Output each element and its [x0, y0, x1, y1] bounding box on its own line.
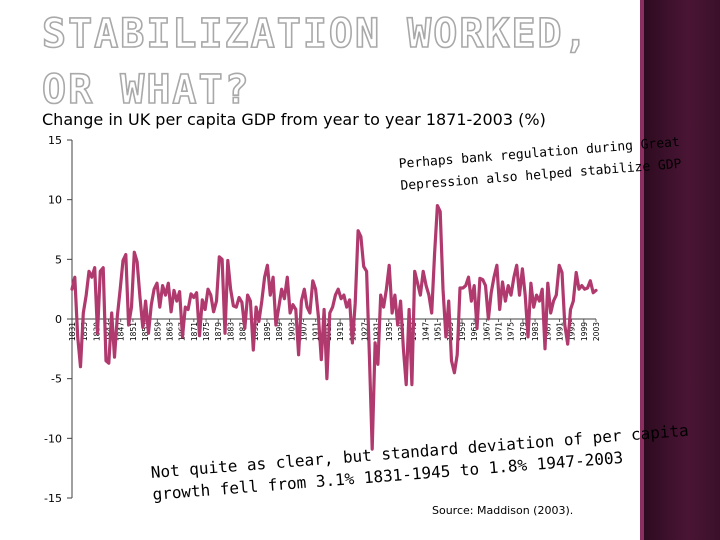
x-tick-label: 1895	[263, 322, 272, 341]
y-tick-label: 10	[48, 194, 62, 207]
chart-title: Change in UK per capita GDP from year to…	[42, 110, 546, 129]
x-tick-label: 1911	[312, 322, 321, 341]
x-tick-label: 1879	[214, 322, 223, 341]
x-tick-label: 1975	[507, 322, 516, 341]
x-tick-label: 1983	[531, 322, 540, 341]
x-tick-label: 1935	[385, 322, 394, 341]
x-tick-label: 1903	[287, 322, 296, 341]
x-tick-label: 1835	[80, 322, 89, 341]
x-tick-label: 1951	[434, 322, 443, 341]
y-tick-label: -10	[44, 432, 62, 445]
x-tick-label: 1851	[129, 322, 138, 341]
decorative-stripe	[640, 0, 644, 540]
decorative-side-band	[640, 0, 720, 540]
y-tick-label: 0	[55, 313, 62, 326]
x-tick-label: 1947	[421, 322, 430, 341]
x-tick-label: 1859	[153, 322, 162, 341]
x-tick-label: 1931	[373, 322, 382, 341]
x-tick-label: 1999	[580, 322, 589, 341]
x-tick-label: 2003	[592, 322, 601, 341]
x-tick-label: 1959	[458, 322, 467, 341]
y-tick-label: -5	[51, 373, 62, 386]
series-line-uk-gdp-growth	[70, 204, 598, 451]
x-tick-label: 1967	[482, 322, 491, 341]
x-tick-label: 1871	[190, 322, 199, 341]
y-tick-label: 15	[48, 134, 62, 147]
x-tick-label: 1919	[336, 322, 345, 341]
x-tick-label: 1907	[300, 322, 309, 341]
x-tick-label: 1883	[226, 322, 235, 341]
x-tick-label: 1963	[470, 322, 479, 341]
x-tick-label: 1899	[275, 322, 284, 341]
slide-title-line2: OR WHAT?	[41, 67, 251, 113]
y-tick-label: -15	[44, 492, 62, 505]
x-tick-label: 1863	[165, 322, 174, 341]
x-tick-label: 1927	[360, 322, 369, 341]
x-tick-label: 1987	[543, 322, 552, 341]
x-tick-label: 1855	[141, 322, 150, 341]
slide-title-line1: STABILIZATION WORKED,	[41, 11, 590, 57]
source-citation: Source: Maddison (2003).	[432, 504, 574, 517]
x-tick-label: 1847	[117, 322, 126, 341]
x-tick-label: 1971	[495, 322, 504, 341]
x-tick-label: 1979	[519, 322, 528, 341]
x-tick-label: 1875	[202, 322, 211, 341]
y-tick-label: 5	[55, 253, 62, 266]
x-tick-label: 1887	[239, 322, 248, 341]
x-tick-label: 1831	[68, 322, 77, 341]
x-tick-label: 1991	[555, 322, 564, 341]
x-tick-label: 1995	[568, 322, 577, 341]
